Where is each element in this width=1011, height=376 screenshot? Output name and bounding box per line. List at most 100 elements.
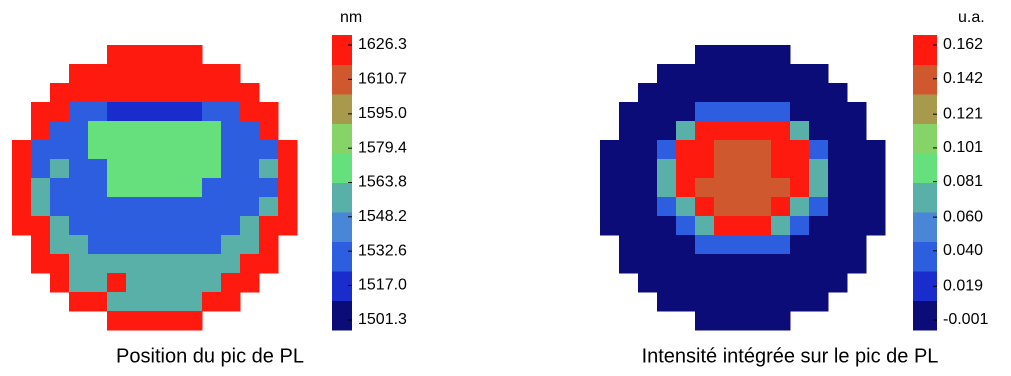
map-cell <box>126 311 146 331</box>
map-cell <box>126 159 146 179</box>
map-cell <box>240 273 260 293</box>
map-cell <box>145 102 165 122</box>
map-cell <box>107 197 127 217</box>
colorbar-tick-label: 0.142 <box>943 70 983 87</box>
map-cell <box>619 235 639 255</box>
map-cell <box>847 140 867 160</box>
map-cell <box>145 178 165 198</box>
map-cell <box>183 311 203 331</box>
map-cell <box>657 254 677 274</box>
map-cell <box>771 216 791 236</box>
map-cell <box>126 292 146 312</box>
map-cell <box>657 178 677 198</box>
map-cell <box>12 159 32 179</box>
colorbar-band <box>332 153 352 183</box>
map-cell <box>752 235 772 255</box>
map-cell <box>790 121 810 141</box>
map-cell <box>828 197 848 217</box>
map-cell <box>12 216 32 236</box>
map-cell <box>733 83 753 103</box>
map-cell <box>164 140 184 160</box>
map-cell <box>619 178 639 198</box>
map-cell <box>145 273 165 293</box>
map-cell <box>828 140 848 160</box>
map-cell <box>809 273 829 293</box>
map-cell <box>809 64 829 84</box>
map-cell <box>733 140 753 160</box>
map-cell <box>145 254 165 274</box>
map-cell <box>657 159 677 179</box>
colorbar-tick-label: 1501.3 <box>358 311 407 328</box>
map-cell <box>145 292 165 312</box>
map-cell <box>695 254 715 274</box>
colorbar-band <box>913 35 937 65</box>
colorbar-tick-label: 1532.6 <box>358 242 407 259</box>
colorbar-tick-label: 0.101 <box>943 139 983 156</box>
map-cell <box>164 64 184 84</box>
map-cell <box>752 311 772 331</box>
map-cell <box>771 159 791 179</box>
map-cell <box>221 140 241 160</box>
map-cell <box>88 197 108 217</box>
map-cell <box>714 121 734 141</box>
map-cell <box>50 254 70 274</box>
map-cell <box>600 216 620 236</box>
map-cell <box>183 178 203 198</box>
colorbar-tick-label: 0.121 <box>943 105 983 122</box>
map-cell <box>695 121 715 141</box>
map-cell <box>790 102 810 122</box>
map-cell <box>126 235 146 255</box>
map-cell <box>69 178 89 198</box>
map-cell <box>50 83 70 103</box>
map-cell <box>240 140 260 160</box>
map-cell <box>638 273 658 293</box>
map-cell <box>145 159 165 179</box>
map-cell <box>619 140 639 160</box>
map-cell <box>107 235 127 255</box>
map-cell <box>183 216 203 236</box>
map-cell <box>69 140 89 160</box>
map-cell <box>733 216 753 236</box>
map-cell <box>752 64 772 84</box>
map-cell <box>145 197 165 217</box>
map-cell <box>50 235 70 255</box>
map-cell <box>145 45 165 65</box>
map-cell <box>88 140 108 160</box>
map-cell <box>126 102 146 122</box>
map-cell <box>107 311 127 331</box>
map-cell <box>69 254 89 274</box>
map-cell <box>183 140 203 160</box>
map-cell <box>145 235 165 255</box>
map-cell <box>847 121 867 141</box>
map-cell <box>202 159 222 179</box>
map-cell <box>202 140 222 160</box>
map-cell <box>771 292 791 312</box>
map-cell <box>69 64 89 84</box>
map-cell <box>790 197 810 217</box>
map-cell <box>695 178 715 198</box>
map-cell <box>752 273 772 293</box>
map-cell <box>695 311 715 331</box>
map-cell <box>866 197 886 217</box>
map-cell <box>714 197 734 217</box>
map-cell <box>259 216 279 236</box>
map-cell <box>107 159 127 179</box>
map-cell <box>183 102 203 122</box>
map-cell <box>12 140 32 160</box>
map-cell <box>164 311 184 331</box>
map-cell <box>183 292 203 312</box>
colorbar-tick-label: 1626.3 <box>358 36 407 53</box>
map-cell <box>619 102 639 122</box>
map-cell <box>790 216 810 236</box>
map-cell <box>771 64 791 84</box>
map-cell <box>676 159 696 179</box>
map-cell <box>638 178 658 198</box>
map-cell <box>790 178 810 198</box>
map-cell <box>752 197 772 217</box>
map-cell <box>657 197 677 217</box>
map-cell <box>240 197 260 217</box>
map-cell <box>657 83 677 103</box>
map-cell <box>183 83 203 103</box>
map-cell <box>676 121 696 141</box>
map-cell <box>221 159 241 179</box>
